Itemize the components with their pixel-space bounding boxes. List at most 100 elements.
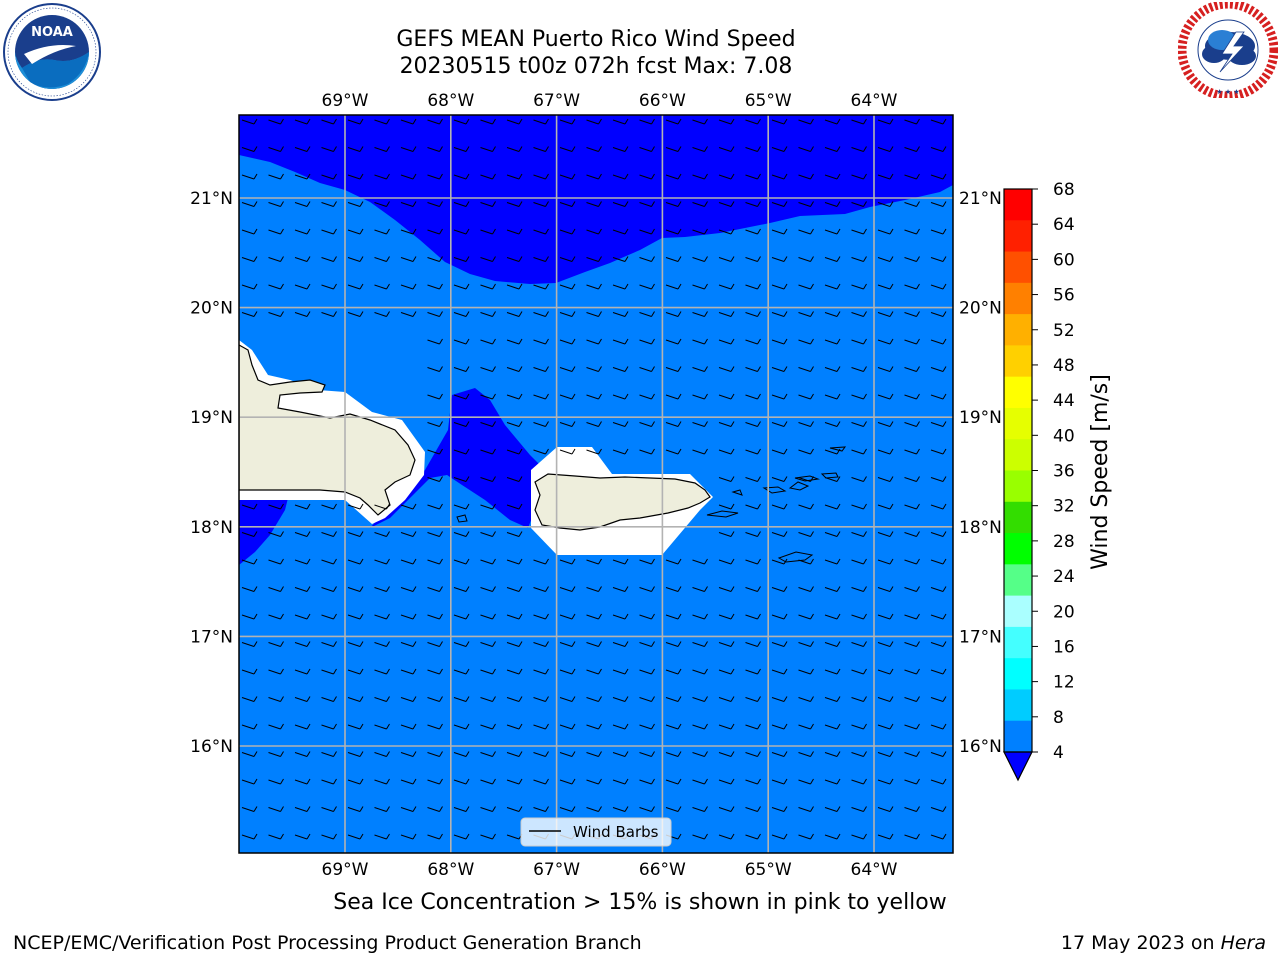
wind-barb bbox=[930, 448, 947, 455]
wind-barb bbox=[904, 833, 920, 840]
wind-barb bbox=[559, 421, 576, 427]
wind-barb bbox=[771, 228, 788, 235]
wind-barb bbox=[347, 806, 364, 812]
island-culebra bbox=[731, 489, 743, 496]
wind-barb bbox=[771, 558, 788, 565]
wind-barb bbox=[824, 696, 841, 702]
wind-barb bbox=[427, 751, 443, 757]
wind-barb bbox=[904, 256, 920, 262]
wind-barb bbox=[374, 201, 390, 207]
wind-barb bbox=[321, 723, 337, 730]
island-st-croix bbox=[777, 551, 814, 563]
colorbar-tick-label: 56 bbox=[1053, 286, 1075, 306]
wind-barb bbox=[798, 558, 814, 565]
wind-barb bbox=[586, 421, 602, 427]
wind-barb bbox=[453, 311, 470, 317]
wind-barb bbox=[268, 586, 284, 592]
wind-barb bbox=[400, 751, 417, 757]
wind-barb bbox=[480, 696, 496, 702]
wind-barb bbox=[692, 586, 708, 592]
wind-barb bbox=[824, 146, 841, 152]
wind-barb bbox=[798, 448, 814, 455]
wind-barb bbox=[824, 806, 841, 812]
wind-barb bbox=[321, 228, 337, 235]
wind-barb bbox=[374, 146, 390, 152]
colorbar-segment bbox=[1004, 720, 1032, 753]
colorbar-tick-label: 16 bbox=[1053, 637, 1075, 657]
wind-barb bbox=[718, 476, 735, 482]
wind-barb bbox=[506, 283, 523, 290]
wind-barb bbox=[798, 283, 814, 290]
wind-barb bbox=[533, 228, 549, 235]
wind-barb bbox=[400, 118, 417, 125]
wind-barb bbox=[427, 586, 443, 592]
wind-barb bbox=[400, 558, 417, 565]
wind-barb bbox=[400, 531, 417, 537]
wind-barb bbox=[639, 723, 655, 730]
wind-barb bbox=[374, 503, 390, 510]
wind-barb bbox=[241, 146, 258, 152]
wind-barb bbox=[877, 283, 894, 290]
wind-barb bbox=[480, 778, 496, 785]
wind-barb bbox=[294, 201, 311, 207]
wind-barb bbox=[533, 613, 549, 620]
colorbar-tick-label: 52 bbox=[1053, 321, 1075, 341]
wind-barb bbox=[692, 558, 708, 565]
wind-barb bbox=[718, 641, 735, 647]
wind-barb bbox=[533, 173, 549, 180]
wind-barb bbox=[639, 751, 655, 757]
lat-label-left: 16°N bbox=[190, 737, 233, 757]
wind-barb bbox=[771, 283, 788, 290]
wind-barb bbox=[506, 256, 523, 262]
wind-barb bbox=[612, 146, 629, 152]
colorbar-segment bbox=[1004, 501, 1032, 534]
wind-barb bbox=[559, 228, 576, 235]
wind-barb bbox=[321, 558, 337, 565]
wind-barb bbox=[665, 751, 682, 757]
wind-barb bbox=[639, 228, 655, 235]
wind-barb bbox=[851, 311, 867, 317]
wind-barb bbox=[930, 613, 947, 620]
wind-barb bbox=[321, 613, 337, 620]
wind-barb bbox=[427, 503, 443, 510]
colorbar-tick-label: 12 bbox=[1053, 673, 1075, 693]
wind-barb bbox=[612, 668, 629, 675]
wind-barb bbox=[639, 146, 655, 152]
wind-barb bbox=[506, 201, 523, 207]
wind-barb bbox=[639, 311, 655, 317]
wind-barb bbox=[480, 641, 496, 647]
island-tortola bbox=[794, 475, 820, 482]
wind-barb bbox=[427, 421, 443, 427]
wind-barb bbox=[798, 366, 814, 372]
wind-barb bbox=[824, 393, 841, 400]
wind-barb bbox=[612, 393, 629, 400]
wind-barb bbox=[268, 503, 284, 510]
wind-barb bbox=[400, 311, 417, 317]
wind-barb bbox=[665, 118, 682, 125]
wind-barb bbox=[639, 421, 655, 427]
wind-barb bbox=[930, 476, 947, 482]
wind-barb bbox=[665, 641, 682, 647]
wind-barb bbox=[612, 338, 629, 345]
wind-barb bbox=[294, 256, 311, 262]
wind-barb bbox=[612, 366, 629, 372]
wind-barb bbox=[268, 833, 284, 840]
wind-barb bbox=[506, 146, 523, 152]
wind-barb bbox=[718, 283, 735, 290]
wind-barb bbox=[347, 256, 364, 262]
wind-barb bbox=[692, 173, 708, 180]
wind-barb bbox=[665, 146, 682, 152]
wind-barb bbox=[586, 641, 602, 647]
wind-barb bbox=[665, 256, 682, 262]
wind-barb bbox=[930, 393, 947, 400]
wind-barb bbox=[692, 806, 708, 812]
wind-barb bbox=[427, 833, 443, 840]
wind-barb bbox=[824, 531, 841, 537]
wind-barb bbox=[586, 311, 602, 317]
wind-barb bbox=[718, 228, 735, 235]
wind-barb bbox=[745, 503, 761, 510]
wind-barb bbox=[745, 833, 761, 840]
wind-barb bbox=[718, 833, 735, 840]
wind-barb bbox=[692, 201, 708, 207]
wind-barb bbox=[294, 668, 311, 675]
